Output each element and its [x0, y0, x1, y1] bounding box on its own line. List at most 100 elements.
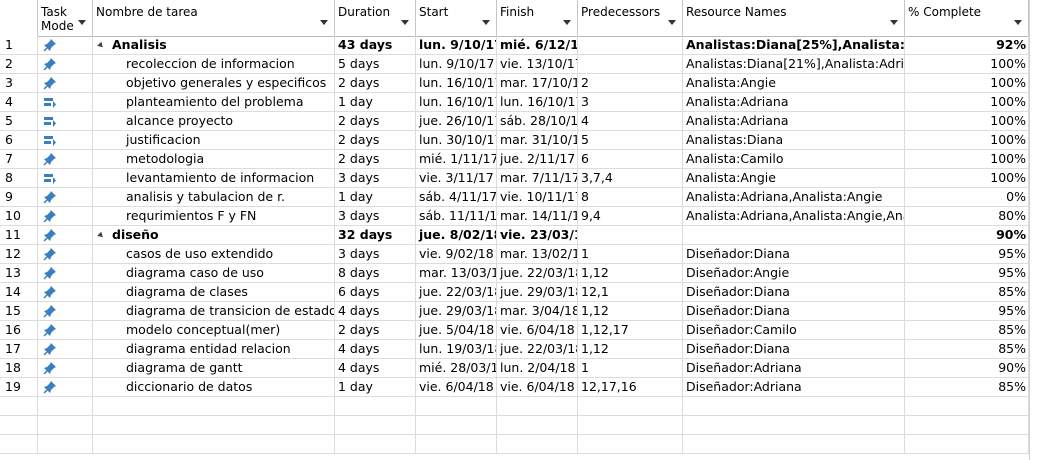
row-id-cell[interactable]: [0, 416, 38, 435]
percent-complete-cell[interactable]: 85%: [905, 283, 1029, 302]
row-id-cell[interactable]: 8: [0, 169, 38, 188]
start-cell[interactable]: sáb. 11/11/17: [416, 207, 497, 226]
resource-names-cell[interactable]: [683, 416, 905, 435]
empty-row[interactable]: [0, 397, 1052, 416]
predecessors-cell[interactable]: 2: [578, 74, 683, 93]
task-name-cell[interactable]: planteamiento del problema: [93, 93, 335, 112]
task-mode-cell[interactable]: [38, 112, 93, 131]
table-row[interactable]: 10 requrimientos F y FN 3 days sáb. 11/1…: [0, 207, 1052, 226]
start-cell[interactable]: sáb. 4/11/17: [416, 188, 497, 207]
header-predecessors[interactable]: Predecessors: [578, 0, 683, 36]
finish-cell[interactable]: vie. 23/03/18: [497, 226, 578, 245]
resource-names-cell[interactable]: Analista:Camilo: [683, 150, 905, 169]
start-cell[interactable]: lun. 16/10/17: [416, 93, 497, 112]
task-name-cell[interactable]: alcance proyecto: [93, 112, 335, 131]
task-mode-cell[interactable]: [38, 55, 93, 74]
finish-cell[interactable]: jue. 22/03/18: [497, 340, 578, 359]
finish-cell[interactable]: mar. 13/02/18: [497, 245, 578, 264]
finish-cell[interactable]: jue. 2/11/17: [497, 150, 578, 169]
finish-cell[interactable]: [497, 397, 578, 416]
percent-complete-cell[interactable]: 95%: [905, 302, 1029, 321]
empty-row[interactable]: [0, 416, 1052, 435]
task-name-cell[interactable]: levantamiento de informacion: [93, 169, 335, 188]
resource-names-cell[interactable]: Diseñador:Angie: [683, 264, 905, 283]
task-mode-cell[interactable]: [38, 397, 93, 416]
task-mode-cell[interactable]: [38, 188, 93, 207]
percent-complete-cell[interactable]: 100%: [905, 55, 1029, 74]
duration-cell[interactable]: 3 days: [335, 169, 416, 188]
start-cell[interactable]: jue. 8/02/18: [416, 226, 497, 245]
table-row[interactable]: 12 casos de uso extendido 3 days vie. 9/…: [0, 245, 1052, 264]
finish-cell[interactable]: [497, 416, 578, 435]
row-id-cell[interactable]: 3: [0, 74, 38, 93]
task-mode-cell[interactable]: [38, 169, 93, 188]
finish-cell[interactable]: lun. 2/04/18: [497, 359, 578, 378]
row-id-cell[interactable]: 1: [0, 36, 38, 55]
row-id-cell[interactable]: 11: [0, 226, 38, 245]
resource-names-cell[interactable]: Diseñador:Adriana: [683, 378, 905, 397]
resource-names-cell[interactable]: Analista:Angie: [683, 169, 905, 188]
resource-names-cell[interactable]: Analista:Angie: [683, 74, 905, 93]
task-mode-cell[interactable]: [38, 378, 93, 397]
finish-cell[interactable]: jue. 29/03/18: [497, 283, 578, 302]
row-id-cell[interactable]: 10: [0, 207, 38, 226]
task-name-cell[interactable]: diagrama caso de uso: [93, 264, 335, 283]
finish-cell[interactable]: mar. 14/11/17: [497, 207, 578, 226]
task-name-cell[interactable]: metodologia: [93, 150, 335, 169]
task-mode-cell[interactable]: [38, 302, 93, 321]
table-row[interactable]: 8 levantamiento de informacion 3 days vi…: [0, 169, 1052, 188]
row-id-cell[interactable]: 13: [0, 264, 38, 283]
table-row[interactable]: 5 alcance proyecto 2 days jue. 26/10/17 …: [0, 112, 1052, 131]
task-name-cell[interactable]: diccionario de datos: [93, 378, 335, 397]
duration-cell[interactable]: 2 days: [335, 131, 416, 150]
percent-complete-cell[interactable]: 100%: [905, 93, 1029, 112]
table-row[interactable]: 19 diccionario de datos 1 day vie. 6/04/…: [0, 378, 1052, 397]
predecessors-cell[interactable]: [578, 397, 683, 416]
start-cell[interactable]: jue. 26/10/17: [416, 112, 497, 131]
row-id-cell[interactable]: 6: [0, 131, 38, 150]
duration-cell[interactable]: 2 days: [335, 74, 416, 93]
task-name-cell[interactable]: Analisis: [93, 36, 335, 55]
duration-cell[interactable]: 2 days: [335, 150, 416, 169]
row-id-cell[interactable]: 15: [0, 302, 38, 321]
table-row[interactable]: 7 metodologia 2 days mié. 1/11/17 jue. 2…: [0, 150, 1052, 169]
start-cell[interactable]: mié. 28/03/18: [416, 359, 497, 378]
percent-complete-cell[interactable]: 80%: [905, 207, 1029, 226]
resource-names-cell[interactable]: Analista:Adriana: [683, 93, 905, 112]
start-cell[interactable]: vie. 9/02/18: [416, 245, 497, 264]
percent-complete-cell[interactable]: 0%: [905, 188, 1029, 207]
start-cell[interactable]: jue. 22/03/18: [416, 283, 497, 302]
task-mode-cell[interactable]: [38, 340, 93, 359]
table-row[interactable]: 18 diagrama de gantt 4 days mié. 28/03/1…: [0, 359, 1052, 378]
percent-complete-cell[interactable]: 85%: [905, 321, 1029, 340]
resource-names-cell[interactable]: Diseñador:Camilo: [683, 321, 905, 340]
row-id-cell[interactable]: 14: [0, 283, 38, 302]
percent-complete-cell[interactable]: 90%: [905, 359, 1029, 378]
duration-cell[interactable]: 32 days: [335, 226, 416, 245]
table-row[interactable]: 13 diagrama caso de uso 8 days mar. 13/0…: [0, 264, 1052, 283]
duration-cell[interactable]: 3 days: [335, 207, 416, 226]
finish-cell[interactable]: jue. 22/03/18: [497, 264, 578, 283]
header-task-mode[interactable]: Task Mode: [38, 0, 93, 36]
task-name-cell[interactable]: casos de uso extendido: [93, 245, 335, 264]
resource-names-cell[interactable]: Diseñador:Adriana: [683, 359, 905, 378]
predecessors-cell[interactable]: 3,7,4: [578, 169, 683, 188]
predecessors-cell[interactable]: 3: [578, 93, 683, 112]
task-name-cell[interactable]: diagrama de transicion de estado: [93, 302, 335, 321]
resource-names-cell[interactable]: Diseñador:Diana: [683, 245, 905, 264]
predecessors-cell[interactable]: 1,12: [578, 264, 683, 283]
start-cell[interactable]: jue. 5/04/18: [416, 321, 497, 340]
task-mode-cell[interactable]: [38, 264, 93, 283]
table-row[interactable]: 17 diagrama entidad relacion 4 days lun.…: [0, 340, 1052, 359]
row-id-cell[interactable]: 12: [0, 245, 38, 264]
table-row[interactable]: 14 diagrama de clases 6 days jue. 22/03/…: [0, 283, 1052, 302]
empty-row[interactable]: [0, 435, 1052, 454]
row-id-cell[interactable]: 18: [0, 359, 38, 378]
task-name-cell[interactable]: diagrama de gantt: [93, 359, 335, 378]
predecessors-cell[interactable]: 8: [578, 188, 683, 207]
resource-names-cell[interactable]: [683, 435, 905, 454]
start-cell[interactable]: lun. 16/10/17: [416, 74, 497, 93]
chevron-down-icon[interactable]: [401, 20, 409, 25]
resource-names-cell[interactable]: Analistas:Diana[25%],Analista:Adriana: [683, 36, 905, 55]
duration-cell[interactable]: 8 days: [335, 264, 416, 283]
